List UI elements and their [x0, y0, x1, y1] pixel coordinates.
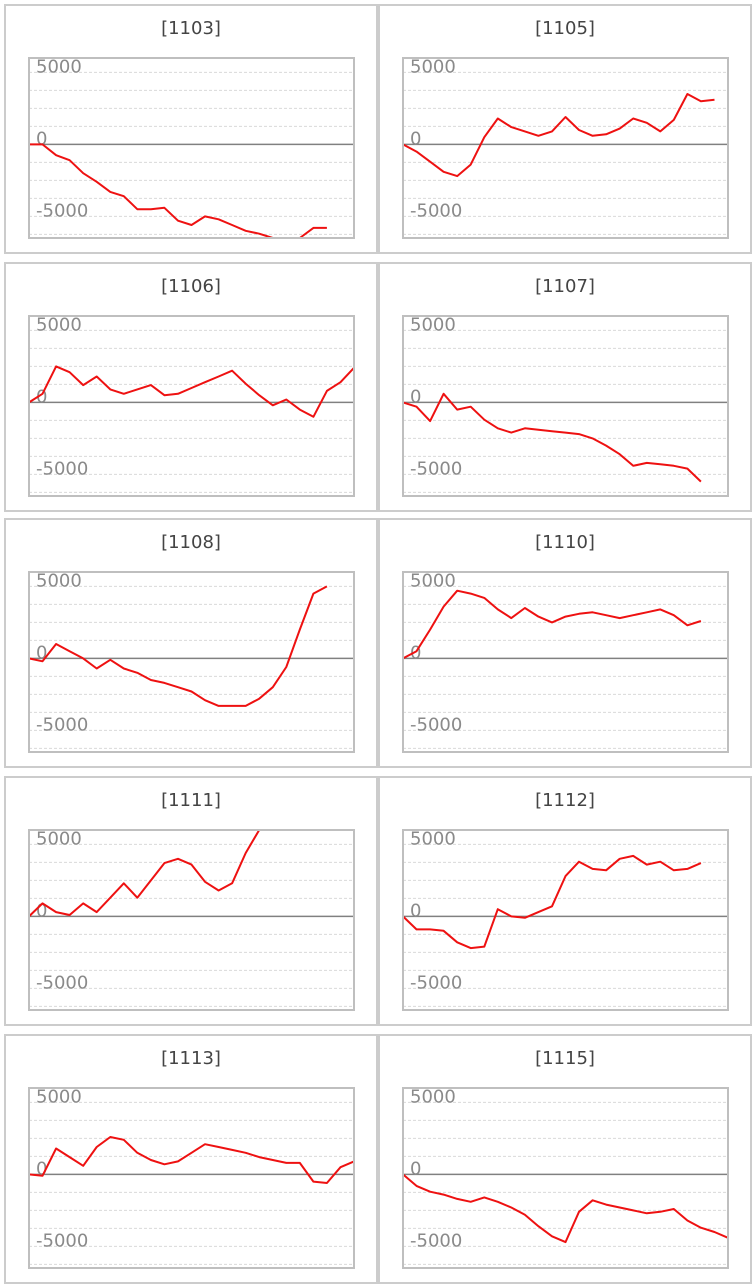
- y-tick-label: 0: [410, 128, 421, 149]
- chart-title: [1103]: [161, 18, 221, 39]
- y-tick-label: 5000: [36, 57, 82, 77]
- y-tick-label: -5000: [410, 972, 462, 993]
- y-tick-label: 0: [410, 386, 421, 407]
- y-tick-label: 5000: [410, 1087, 456, 1107]
- plot-frame: [402, 1087, 729, 1269]
- y-tick-label: -5000: [36, 1230, 88, 1251]
- y-tick-label: 5000: [410, 829, 456, 849]
- series-line: [402, 854, 702, 950]
- series-line: [402, 589, 702, 660]
- chart-plot: 5000 0 -5000: [28, 829, 355, 1011]
- y-tick-label: 5000: [36, 571, 82, 591]
- y-tick-label: 0: [410, 642, 421, 663]
- chart-panel: [1107] 5000 0 -5000: [378, 262, 752, 512]
- series-line: [28, 365, 355, 418]
- chart-panel: [1108] 5000 0 -5000: [4, 518, 378, 768]
- series-line: [28, 585, 328, 707]
- chart-panel: [1112] 5000 0 -5000: [378, 776, 752, 1026]
- y-tick-label: 0: [410, 900, 421, 921]
- chart-title: [1107]: [535, 276, 595, 297]
- plot-frame: [402, 57, 729, 239]
- chart-panel: [1115] 5000 0 -5000: [378, 1034, 752, 1284]
- y-tick-label: -5000: [410, 458, 462, 479]
- chart-plot: 5000 0 -5000: [402, 829, 729, 1011]
- y-tick-label: 0: [36, 128, 47, 149]
- series-line: [402, 392, 702, 483]
- plot-frame: [402, 829, 729, 1011]
- chart-plot: 5000 0 -5000: [28, 1087, 355, 1269]
- chart-panel: [1113] 5000 0 -5000: [4, 1034, 378, 1284]
- plot-frame: [402, 315, 729, 497]
- plot-frame: [28, 315, 355, 497]
- plot-frame: [402, 571, 729, 753]
- chart-panel: [1105] 5000 0 -5000: [378, 4, 752, 254]
- y-tick-label: 0: [36, 386, 47, 407]
- chart-title: [1115]: [535, 1048, 595, 1069]
- chart-plot: 5000 0 -5000: [28, 315, 355, 497]
- y-tick-label: -5000: [36, 972, 88, 993]
- y-tick-label: 5000: [36, 829, 82, 849]
- chart-title: [1108]: [161, 532, 221, 553]
- chart-plot: 5000 0 -5000: [402, 315, 729, 497]
- y-tick-label: -5000: [36, 458, 88, 479]
- chart-plot: 5000 0 -5000: [402, 571, 729, 753]
- chart-plot: 5000 0 -5000: [28, 571, 355, 753]
- y-tick-label: 5000: [36, 1087, 82, 1107]
- plot-frame: [28, 1087, 355, 1269]
- chart-panel: [1103] 5000 0 -5000: [4, 4, 378, 254]
- y-tick-label: 0: [36, 1158, 47, 1179]
- y-tick-label: 5000: [410, 315, 456, 335]
- y-tick-label: -5000: [410, 200, 462, 221]
- chart-panel: [1111] 5000 0 -5000: [4, 776, 378, 1026]
- y-tick-label: 5000: [410, 57, 456, 77]
- chart-title: [1113]: [161, 1048, 221, 1069]
- plot-frame: [28, 57, 355, 239]
- series-line: [28, 1136, 355, 1184]
- chart-title: [1106]: [161, 276, 221, 297]
- y-tick-label: -5000: [410, 714, 462, 735]
- series-line: [402, 93, 715, 178]
- y-tick-label: -5000: [410, 1230, 462, 1251]
- chart-panel: [1106] 5000 0 -5000: [4, 262, 378, 512]
- plot-frame: [28, 571, 355, 753]
- chart-title: [1112]: [535, 790, 595, 811]
- chart-panel: [1110] 5000 0 -5000: [378, 518, 752, 768]
- chart-title: [1110]: [535, 532, 595, 553]
- chart-plot: 5000 0 -5000: [402, 1087, 729, 1269]
- chart-title: [1105]: [535, 18, 595, 39]
- y-tick-label: -5000: [36, 714, 88, 735]
- series-line: [402, 1173, 729, 1244]
- y-tick-label: 0: [36, 900, 47, 921]
- chart-title: [1111]: [161, 790, 221, 811]
- plot-frame: [28, 829, 355, 1011]
- chart-plot: 5000 0 -5000: [28, 57, 355, 239]
- y-tick-label: 5000: [410, 571, 456, 591]
- chart-plot: 5000 0 -5000: [402, 57, 729, 239]
- y-tick-label: 0: [410, 1158, 421, 1179]
- series-line: [29, 143, 327, 239]
- y-tick-label: 0: [36, 642, 47, 663]
- y-tick-label: 5000: [36, 315, 82, 335]
- y-tick-label: -5000: [36, 200, 88, 221]
